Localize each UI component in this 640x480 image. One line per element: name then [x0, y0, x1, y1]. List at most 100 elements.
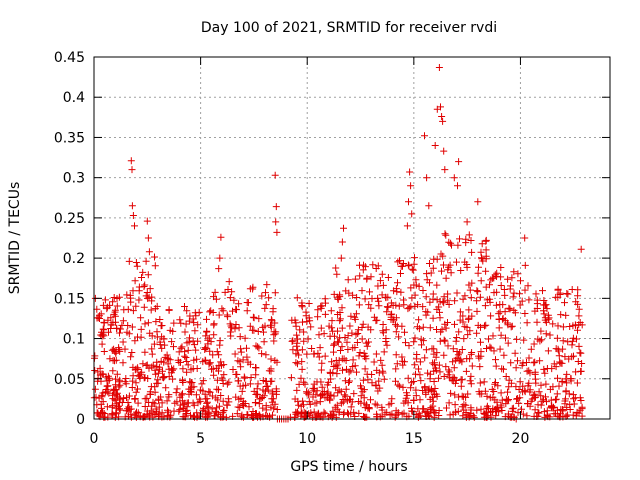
data-point — [379, 321, 387, 328]
data-point — [241, 334, 249, 342]
data-point — [485, 335, 492, 343]
data-point — [462, 367, 470, 375]
data-point — [184, 399, 192, 407]
data-point — [206, 347, 214, 355]
data-point — [440, 147, 448, 155]
data-point — [131, 277, 139, 285]
data-point — [328, 324, 336, 332]
data-point — [489, 407, 497, 415]
data-point — [525, 379, 533, 387]
data-point — [449, 358, 457, 366]
data-point — [321, 410, 329, 418]
data-point — [224, 313, 232, 321]
data-point — [526, 388, 534, 396]
data-point — [308, 345, 316, 352]
data-point — [176, 316, 184, 324]
data-point — [168, 338, 176, 346]
data-point — [100, 348, 108, 355]
data-point — [213, 348, 221, 356]
data-point — [210, 412, 218, 420]
data-point — [351, 275, 359, 283]
data-point — [219, 380, 227, 387]
data-point — [375, 369, 383, 377]
data-point — [239, 397, 247, 405]
data-point — [158, 399, 166, 407]
data-point — [409, 266, 417, 274]
data-point — [95, 411, 103, 419]
data-point — [254, 380, 262, 388]
data-point — [392, 377, 399, 385]
data-point — [433, 392, 441, 400]
data-point — [215, 351, 223, 359]
data-point — [456, 235, 463, 243]
data-point — [334, 327, 341, 335]
data-point — [466, 355, 474, 363]
data-point — [516, 394, 524, 402]
data-point — [141, 281, 149, 289]
data-point — [525, 354, 533, 362]
data-point — [523, 412, 531, 420]
data-point — [504, 388, 511, 396]
data-point — [524, 282, 532, 290]
data-point — [437, 103, 444, 111]
data-point — [393, 360, 401, 368]
data-point — [521, 387, 529, 395]
data-point — [543, 407, 551, 415]
data-point — [451, 297, 459, 305]
data-point — [176, 393, 184, 401]
data-point — [112, 409, 120, 417]
data-point — [379, 281, 387, 289]
data-point — [492, 362, 500, 370]
data-point — [435, 374, 442, 382]
data-point — [556, 358, 564, 366]
data-point — [500, 286, 508, 293]
data-point — [124, 322, 132, 329]
data-point — [382, 335, 390, 342]
data-point — [478, 240, 486, 248]
data-point — [366, 288, 373, 296]
data-point — [380, 348, 388, 356]
data-point — [454, 407, 462, 415]
data-point — [131, 395, 139, 403]
data-point — [147, 306, 155, 314]
data-point — [512, 383, 520, 391]
data-point — [402, 339, 409, 347]
data-point — [487, 276, 495, 284]
data-point — [416, 371, 424, 379]
data-point — [300, 401, 307, 409]
data-point — [508, 274, 516, 282]
data-point — [429, 290, 437, 298]
data-point — [98, 404, 105, 412]
data-point — [107, 314, 115, 322]
data-point — [521, 286, 529, 294]
data-point — [117, 325, 124, 333]
data-point — [575, 342, 583, 350]
data-point — [461, 292, 469, 300]
data-point — [497, 282, 505, 289]
data-point — [363, 274, 371, 282]
data-point — [202, 332, 210, 340]
data-point — [417, 377, 425, 385]
data-point — [237, 345, 245, 353]
data-point — [155, 363, 163, 371]
data-point — [532, 393, 539, 401]
data-point — [151, 262, 159, 270]
data-point — [559, 406, 567, 414]
data-point — [431, 142, 439, 149]
data-point — [382, 326, 390, 334]
data-point — [151, 383, 159, 391]
data-point — [187, 379, 195, 387]
data-point — [372, 317, 380, 325]
data-point — [91, 367, 99, 374]
data-point — [392, 351, 400, 359]
data-point — [486, 343, 494, 351]
data-point — [451, 379, 459, 387]
data-point — [218, 374, 226, 382]
data-point — [554, 322, 562, 330]
data-point — [206, 388, 214, 396]
data-point — [134, 399, 142, 407]
data-point — [549, 404, 557, 412]
data-point — [477, 405, 485, 413]
data-point — [357, 382, 364, 390]
data-point — [218, 305, 226, 313]
